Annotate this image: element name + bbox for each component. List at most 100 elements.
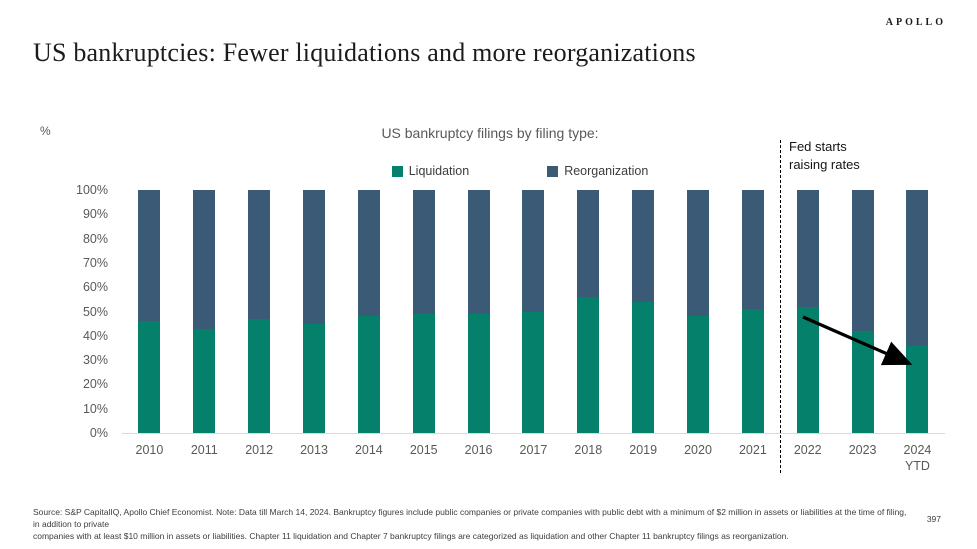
stacked-bar-2021[interactable]	[741, 190, 764, 433]
liquidation-segment[interactable]	[851, 330, 874, 433]
reorganization-segment[interactable]	[851, 190, 874, 331]
bar-group: 2010	[122, 190, 177, 457]
reorganization-segment[interactable]	[303, 190, 325, 324]
x-axis-label: 2013	[300, 443, 328, 457]
x-axis-label: 2020	[684, 443, 712, 457]
legend-label: Liquidation	[408, 164, 470, 178]
x-axis-label: 2016	[464, 443, 493, 457]
bar-group: 2022	[780, 190, 835, 457]
stacked-bar-2016[interactable]	[467, 190, 490, 433]
y-axis-tick-label: 70%	[82, 255, 108, 270]
reorganization-segment[interactable]	[357, 190, 380, 317]
y-axis-tick-label: 0%	[89, 426, 108, 440]
bar-group: 2020	[671, 190, 726, 457]
x-axis-label: 2018	[574, 443, 603, 457]
y-axis-tick-label: 60%	[82, 280, 108, 295]
stacked-bar-2012[interactable]	[248, 190, 271, 433]
liquidation-segment[interactable]	[906, 345, 929, 433]
liquidation-segment[interactable]	[741, 309, 764, 433]
legend-swatch-icon	[547, 165, 559, 177]
source-note-line1: Source: S&P CapitalIQ, Apollo Chief Econ…	[33, 507, 907, 529]
x-axis-label: 2024 YTD	[903, 443, 932, 473]
liquidation-segment[interactable]	[796, 306, 819, 433]
stacked-bar-2015[interactable]	[412, 190, 435, 433]
source-note-line2: companies with at least $10 million in a…	[33, 531, 789, 541]
bar-group: 2021	[725, 190, 780, 457]
legend-item-liquidation[interactable]: Liquidation	[391, 164, 470, 178]
liquidation-segment[interactable]	[687, 316, 710, 433]
reorganization-segment[interactable]	[687, 190, 710, 317]
bar-group: 2012	[232, 190, 287, 457]
bar-group: 2014	[341, 190, 396, 457]
bar-group: 2016	[451, 190, 506, 457]
apollo-logo: APOLLO	[885, 17, 946, 28]
reorganization-segment[interactable]	[796, 190, 819, 307]
y-axis-tick-label: 50%	[82, 304, 108, 319]
y-axis-unit-label: %	[40, 124, 51, 138]
liquidation-segment[interactable]	[522, 311, 545, 433]
x-axis-label: 2011	[190, 443, 218, 457]
bar-group: 2013	[287, 190, 342, 457]
x-axis-label: 2022	[793, 443, 822, 457]
liquidation-segment[interactable]	[412, 313, 435, 433]
reorganization-segment[interactable]	[741, 190, 764, 310]
liquidation-segment[interactable]	[357, 316, 380, 433]
bar-group: 2024 YTD	[890, 190, 945, 473]
stacked-bar-2010[interactable]	[138, 190, 161, 433]
stacked-bar-2020[interactable]	[687, 190, 710, 433]
plot-area: 2010 2011 2012 2013 2014 2015 2016 2017 2018 2019…	[122, 190, 945, 473]
legend-swatch-icon	[391, 165, 403, 177]
reorganization-segment[interactable]	[193, 190, 216, 329]
page-title: US bankruptcies: Fewer liquidations and …	[33, 38, 696, 67]
bar-group: 2017	[506, 190, 561, 457]
source-note: Source: S&P CapitalIQ, Apollo Chief Econ…	[33, 506, 913, 542]
liquidation-segment[interactable]	[467, 313, 490, 433]
y-axis-tick-label: 40%	[82, 328, 108, 343]
liquidation-segment[interactable]	[193, 328, 216, 433]
stacked-bar-2017[interactable]	[522, 190, 545, 433]
stacked-bar-2019[interactable]	[632, 190, 655, 433]
reorganization-segment[interactable]	[632, 190, 655, 302]
stacked-bar-2018[interactable]	[577, 190, 600, 433]
y-axis-tick-label: 10%	[82, 401, 108, 416]
x-axis-label: 2014	[354, 443, 383, 457]
x-axis-label: 2010	[135, 443, 164, 457]
legend-item-reorganization[interactable]: Reorganization	[547, 164, 648, 178]
stacked-bar-2022[interactable]	[796, 190, 819, 433]
legend-label: Reorganization	[564, 164, 649, 178]
liquidation-segment[interactable]	[138, 321, 161, 433]
x-axis-label: 2015	[409, 443, 438, 457]
stacked-bar-2023[interactable]	[851, 190, 874, 433]
stacked-bar-2024[interactable]	[906, 190, 929, 433]
chart-title: US bankruptcy filings by filing type:	[381, 125, 599, 141]
chart-legend: Liquidation Reorganization	[65, 164, 975, 178]
x-axis-label: 2012	[245, 443, 274, 457]
reorganization-segment[interactable]	[906, 190, 929, 346]
x-axis-label: 2019	[629, 443, 658, 457]
bar-group: 2019	[616, 190, 671, 457]
stacked-bar-2014[interactable]	[357, 190, 380, 433]
reorganization-segment[interactable]	[467, 190, 490, 314]
reorganization-segment[interactable]	[522, 190, 545, 312]
bar-group: 2011	[177, 190, 232, 457]
reorganization-segment[interactable]	[412, 190, 435, 314]
x-axis-label: 2017	[519, 443, 548, 457]
liquidation-segment[interactable]	[632, 301, 655, 433]
liquidation-segment[interactable]	[248, 318, 271, 433]
bar-group: 2023	[835, 190, 890, 457]
x-axis-label: 2021	[738, 443, 767, 457]
reorganization-segment[interactable]	[248, 190, 271, 319]
fed-dashed-divider-line	[780, 140, 781, 473]
bar-group: 2015	[396, 190, 451, 457]
stacked-bar-2011[interactable]	[193, 190, 216, 433]
stacked-bar-2013[interactable]	[303, 190, 325, 433]
bar-group: 2018	[561, 190, 616, 457]
liquidation-segment[interactable]	[303, 323, 325, 433]
page-number: 397	[926, 514, 941, 524]
reorganization-segment[interactable]	[138, 190, 161, 322]
liquidation-segment[interactable]	[577, 296, 600, 433]
fed-annotation-text: Fed starts raising rates	[789, 139, 860, 172]
reorganization-segment[interactable]	[577, 190, 600, 297]
y-axis-tick-label: 30%	[82, 353, 108, 368]
